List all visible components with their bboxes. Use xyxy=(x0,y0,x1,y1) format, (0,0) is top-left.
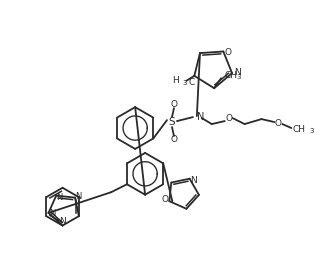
Text: 3: 3 xyxy=(309,128,314,134)
Text: CH: CH xyxy=(293,125,306,134)
Text: N: N xyxy=(75,192,81,201)
Text: O: O xyxy=(170,136,177,144)
Text: O: O xyxy=(275,119,282,128)
Text: N: N xyxy=(59,217,66,226)
Text: O: O xyxy=(162,195,169,204)
Text: CH: CH xyxy=(224,71,237,80)
Text: 3: 3 xyxy=(236,74,241,80)
Text: N: N xyxy=(190,176,197,185)
Text: 3: 3 xyxy=(182,80,187,86)
Text: O: O xyxy=(170,100,177,109)
Text: O: O xyxy=(225,48,232,57)
Text: O: O xyxy=(225,114,232,123)
Text: N: N xyxy=(56,193,62,202)
Text: N: N xyxy=(49,209,56,218)
Text: N: N xyxy=(197,112,205,122)
Text: N: N xyxy=(234,68,241,77)
Text: S: S xyxy=(169,117,175,127)
Text: C: C xyxy=(188,78,195,87)
Text: H: H xyxy=(172,76,178,85)
